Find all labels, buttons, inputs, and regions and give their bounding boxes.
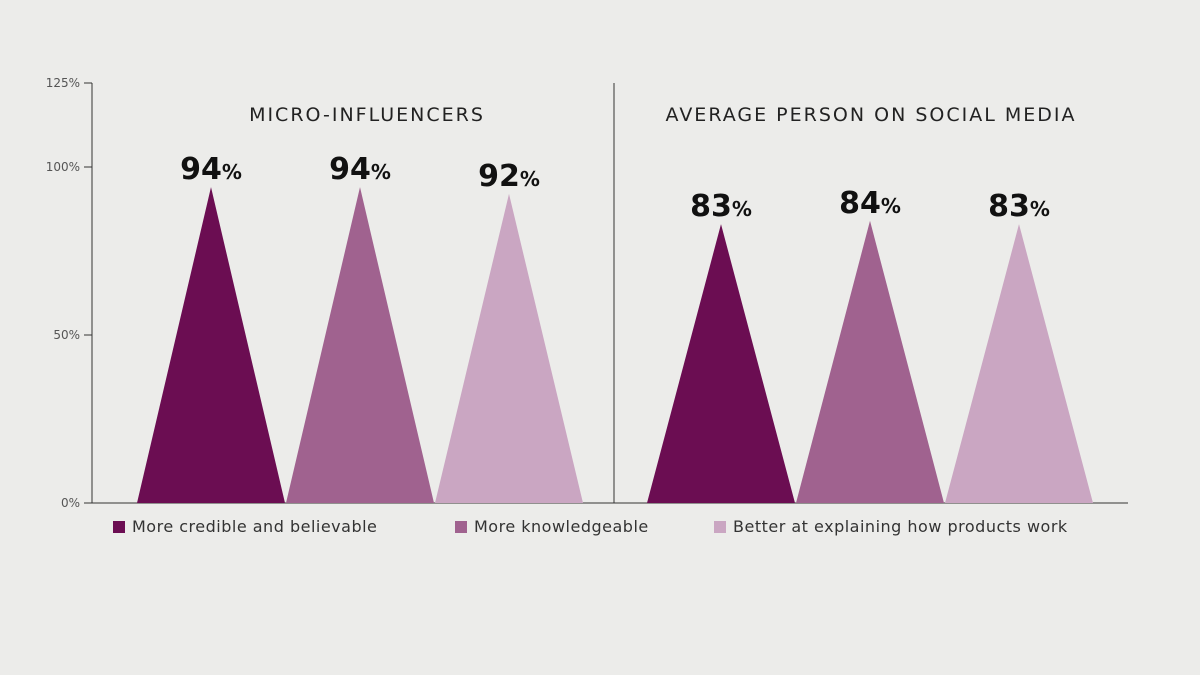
data-label: 83% — [988, 189, 1050, 224]
bar-triangle — [796, 220, 944, 503]
legend-label: Better at explaining how products work — [733, 517, 1068, 536]
y-tick-label: 0% — [61, 496, 80, 510]
y-tick-label: 100% — [46, 160, 80, 174]
data-label: 92% — [478, 159, 540, 194]
group-title: AVERAGE PERSON ON SOCIAL MEDIA — [666, 104, 1077, 126]
legend-swatch — [714, 521, 726, 533]
y-tick-label: 125% — [46, 76, 80, 90]
y-tick-label: 50% — [53, 328, 80, 342]
legend-swatch — [455, 521, 467, 533]
group-title: MICRO-INFLUENCERS — [249, 104, 485, 126]
bar-triangle — [286, 187, 434, 503]
legend-swatch — [113, 521, 125, 533]
legend-label: More credible and believable — [132, 517, 377, 536]
data-label: 94% — [180, 152, 242, 187]
bar-triangle — [137, 187, 285, 503]
data-label: 94% — [329, 152, 391, 187]
data-label: 84% — [839, 186, 901, 221]
bar-triangle — [647, 224, 795, 503]
data-label: 83% — [690, 189, 752, 224]
legend-label: More knowledgeable — [474, 517, 649, 536]
bar-triangle — [435, 193, 583, 503]
bar-triangle — [945, 224, 1093, 503]
